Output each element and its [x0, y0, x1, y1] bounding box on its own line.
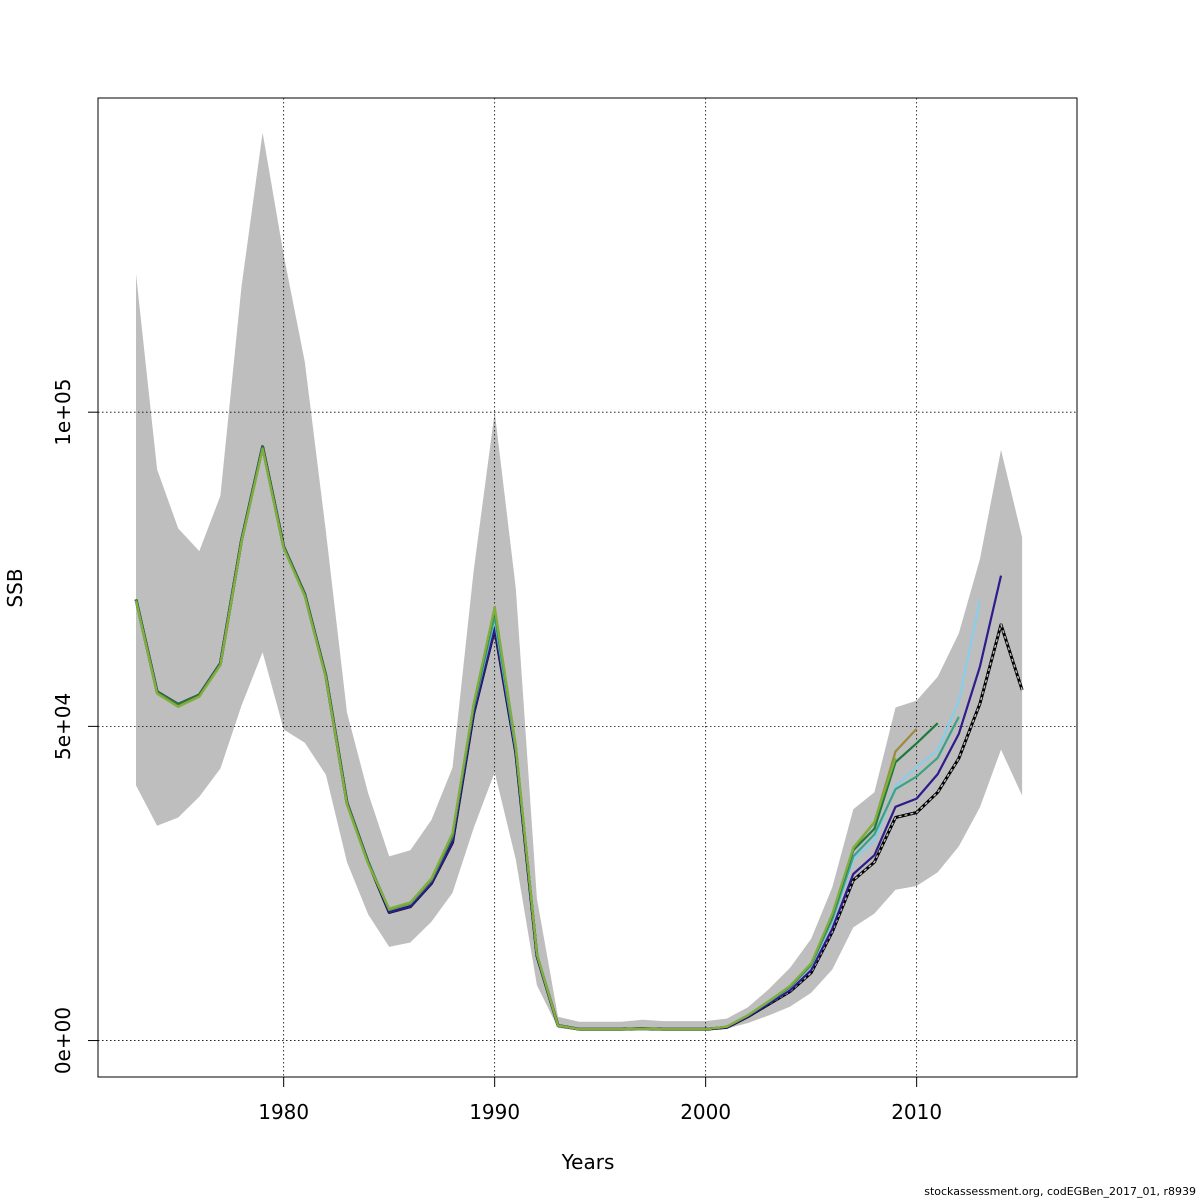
- x-axis-title: Years: [561, 1150, 615, 1174]
- y-tick-label: 1e+05: [51, 379, 75, 446]
- x-axis: 1980 1990 2000 2010: [258, 1077, 942, 1124]
- confidence-band: [136, 132, 1023, 1031]
- series-line-6: [134, 448, 897, 1031]
- y-tick-label: 5e+04: [51, 693, 75, 760]
- series-lines: [134, 445, 1024, 1031]
- footer-credit: stockassessment.org, codEGBen_2017_01, r…: [924, 1185, 1196, 1198]
- grid-lines: [98, 98, 1077, 1077]
- y-tick-label: 0e+00: [51, 1007, 75, 1074]
- plot-area: [97, 97, 1078, 1078]
- x-tick-label: 2010: [891, 1100, 942, 1124]
- x-tick-label: 2000: [680, 1100, 731, 1124]
- plot-frame: [97, 97, 1078, 1078]
- x-tick-label: 1980: [258, 1100, 309, 1124]
- y-axis-title: SSB: [3, 568, 27, 607]
- x-tick-label: 1990: [469, 1100, 520, 1124]
- y-axis: 0e+00 5e+04 1e+05: [51, 379, 98, 1074]
